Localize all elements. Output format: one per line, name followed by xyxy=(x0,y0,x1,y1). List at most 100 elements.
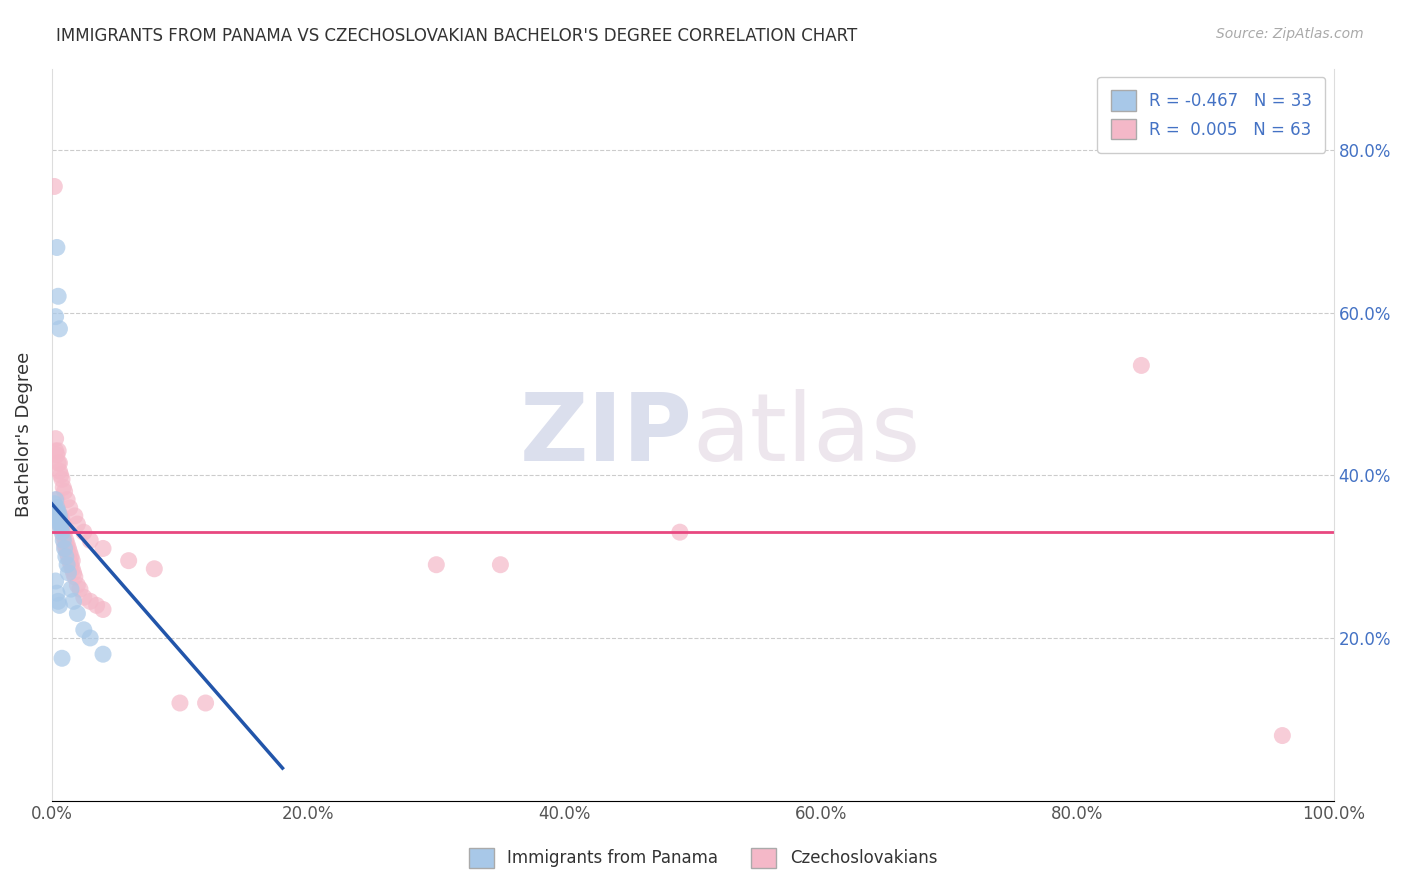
Czechoslovakians xyxy=(45,432,67,446)
Czechoslovakians xyxy=(60,554,83,568)
Czechoslovakians xyxy=(53,484,76,499)
Text: IMMIGRANTS FROM PANAMA VS CZECHOSLOVAKIAN BACHELOR'S DEGREE CORRELATION CHART: IMMIGRANTS FROM PANAMA VS CZECHOSLOVAKIA… xyxy=(56,27,858,45)
Czechoslovakians xyxy=(62,566,84,580)
Czechoslovakians xyxy=(66,516,89,531)
Czechoslovakians xyxy=(59,558,82,572)
Immigrants from Panama xyxy=(55,549,77,564)
Czechoslovakians xyxy=(53,525,76,540)
Immigrants from Panama xyxy=(46,508,69,523)
Czechoslovakians xyxy=(60,562,83,576)
Czechoslovakians xyxy=(45,505,67,519)
Czechoslovakians xyxy=(59,549,82,564)
Immigrants from Panama xyxy=(56,558,79,572)
Czechoslovakians xyxy=(55,541,77,556)
Czechoslovakians xyxy=(45,448,67,462)
Czechoslovakians xyxy=(69,582,91,596)
Czechoslovakians xyxy=(63,570,86,584)
Czechoslovakians xyxy=(1271,729,1294,743)
Text: Source: ZipAtlas.com: Source: ZipAtlas.com xyxy=(1216,27,1364,41)
Czechoslovakians xyxy=(44,179,66,194)
Czechoslovakians xyxy=(49,516,72,531)
Immigrants from Panama xyxy=(59,582,82,596)
Czechoslovakians xyxy=(56,545,79,559)
Czechoslovakians xyxy=(46,443,69,458)
Czechoslovakians xyxy=(51,513,73,527)
Czechoslovakians xyxy=(86,599,108,613)
Czechoslovakians xyxy=(66,578,89,592)
Czechoslovakians xyxy=(48,516,70,531)
Czechoslovakians xyxy=(194,696,217,710)
Czechoslovakians xyxy=(169,696,191,710)
Immigrants from Panama xyxy=(45,505,67,519)
Czechoslovakians xyxy=(118,554,141,568)
Immigrants from Panama xyxy=(52,533,75,548)
Czechoslovakians xyxy=(52,480,75,494)
Czechoslovakians xyxy=(58,549,80,564)
Czechoslovakians xyxy=(58,541,80,556)
Czechoslovakians xyxy=(51,521,73,535)
Czechoslovakians xyxy=(669,525,692,540)
Czechoslovakians xyxy=(46,456,69,470)
Czechoslovakians xyxy=(56,537,79,551)
Czechoslovakians xyxy=(143,562,166,576)
Immigrants from Panama xyxy=(45,240,67,254)
Immigrants from Panama xyxy=(66,607,89,621)
Immigrants from Panama xyxy=(45,492,67,507)
Immigrants from Panama xyxy=(51,525,73,540)
Immigrants from Panama xyxy=(91,647,114,661)
Czechoslovakians xyxy=(49,468,72,483)
Czechoslovakians xyxy=(48,464,70,478)
Czechoslovakians xyxy=(63,508,86,523)
Immigrants from Panama xyxy=(49,521,72,535)
Czechoslovakians xyxy=(48,508,70,523)
Text: ZIP: ZIP xyxy=(520,389,693,481)
Czechoslovakians xyxy=(79,594,101,608)
Czechoslovakians xyxy=(48,456,70,470)
Czechoslovakians xyxy=(79,533,101,548)
Czechoslovakians xyxy=(91,541,114,556)
Czechoslovakians xyxy=(45,492,67,507)
Czechoslovakians xyxy=(52,516,75,531)
Immigrants from Panama xyxy=(45,574,67,588)
Czechoslovakians xyxy=(45,443,67,458)
Czechoslovakians xyxy=(59,554,82,568)
Immigrants from Panama xyxy=(49,516,72,531)
Immigrants from Panama xyxy=(46,505,69,519)
Text: atlas: atlas xyxy=(693,389,921,481)
Czechoslovakians xyxy=(52,529,75,543)
Czechoslovakians xyxy=(46,505,69,519)
Immigrants from Panama xyxy=(48,513,70,527)
Czechoslovakians xyxy=(45,500,67,515)
Immigrants from Panama xyxy=(48,508,70,523)
Czechoslovakians xyxy=(46,513,69,527)
Immigrants from Panama xyxy=(45,586,67,600)
Czechoslovakians xyxy=(91,602,114,616)
Immigrants from Panama xyxy=(79,631,101,645)
Immigrants from Panama xyxy=(58,566,80,580)
Legend: Immigrants from Panama, Czechoslovakians: Immigrants from Panama, Czechoslovakians xyxy=(463,841,943,875)
Czechoslovakians xyxy=(55,533,77,548)
Immigrants from Panama xyxy=(48,322,70,336)
Legend: R = -0.467   N = 33, R =  0.005   N = 63: R = -0.467 N = 33, R = 0.005 N = 63 xyxy=(1097,77,1326,153)
Czechoslovakians xyxy=(53,537,76,551)
Immigrants from Panama xyxy=(51,651,73,665)
Czechoslovakians xyxy=(49,508,72,523)
Immigrants from Panama xyxy=(48,599,70,613)
Immigrants from Panama xyxy=(44,497,66,511)
Immigrants from Panama xyxy=(45,500,67,515)
Czechoslovakians xyxy=(489,558,512,572)
Immigrants from Panama xyxy=(73,623,96,637)
Czechoslovakians xyxy=(425,558,447,572)
Immigrants from Panama xyxy=(53,541,76,556)
Czechoslovakians xyxy=(51,472,73,486)
Y-axis label: Bachelor's Degree: Bachelor's Degree xyxy=(15,352,32,517)
Immigrants from Panama xyxy=(45,310,67,324)
Czechoslovakians xyxy=(56,492,79,507)
Czechoslovakians xyxy=(73,525,96,540)
Czechoslovakians xyxy=(59,500,82,515)
Immigrants from Panama xyxy=(62,594,84,608)
Immigrants from Panama xyxy=(46,513,69,527)
Immigrants from Panama xyxy=(48,516,70,531)
Immigrants from Panama xyxy=(46,289,69,303)
Immigrants from Panama xyxy=(46,594,69,608)
